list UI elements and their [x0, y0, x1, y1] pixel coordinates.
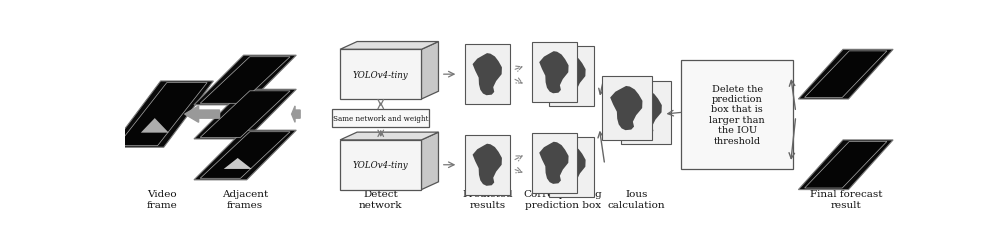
Polygon shape: [805, 142, 887, 188]
FancyBboxPatch shape: [532, 133, 577, 193]
Text: Adjacent
frames: Adjacent frames: [222, 190, 268, 209]
Polygon shape: [111, 82, 213, 148]
FancyBboxPatch shape: [340, 50, 421, 100]
Text: Predicted
results: Predicted results: [462, 190, 513, 209]
Polygon shape: [610, 87, 642, 131]
Polygon shape: [200, 132, 290, 179]
Text: Same network and weight: Same network and weight: [333, 115, 428, 122]
Text: Video
frame: Video frame: [147, 190, 178, 209]
FancyArrow shape: [185, 107, 220, 123]
Polygon shape: [805, 52, 887, 98]
Polygon shape: [194, 56, 296, 105]
Polygon shape: [556, 56, 586, 98]
Text: Detect
network: Detect network: [359, 190, 402, 209]
FancyBboxPatch shape: [340, 140, 421, 190]
FancyBboxPatch shape: [549, 137, 594, 197]
Polygon shape: [200, 57, 290, 104]
FancyArrow shape: [292, 107, 300, 123]
Polygon shape: [798, 50, 893, 100]
Text: Ious
calculation: Ious calculation: [608, 190, 665, 209]
FancyBboxPatch shape: [465, 45, 510, 105]
Text: · · ·: · · ·: [233, 129, 243, 145]
Polygon shape: [200, 91, 290, 138]
Polygon shape: [421, 133, 438, 190]
Polygon shape: [556, 146, 586, 188]
Text: Corresponding
prediction box: Corresponding prediction box: [524, 190, 602, 209]
Polygon shape: [473, 144, 502, 186]
Text: YOLOv4-tiny: YOLOv4-tiny: [353, 70, 409, 79]
Polygon shape: [630, 91, 662, 135]
FancyBboxPatch shape: [465, 135, 510, 195]
FancyBboxPatch shape: [621, 81, 671, 144]
Polygon shape: [224, 158, 252, 169]
Polygon shape: [539, 142, 569, 184]
Polygon shape: [340, 133, 438, 140]
FancyBboxPatch shape: [532, 43, 577, 103]
Polygon shape: [340, 42, 438, 50]
FancyBboxPatch shape: [549, 47, 594, 107]
Text: Delete the
prediction
box that is
larger than
the IOU
threshold: Delete the prediction box that is larger…: [709, 84, 765, 145]
Polygon shape: [194, 90, 296, 139]
Polygon shape: [141, 119, 169, 133]
Polygon shape: [539, 52, 569, 94]
Polygon shape: [473, 54, 502, 96]
Polygon shape: [117, 83, 207, 146]
Polygon shape: [798, 140, 893, 190]
Polygon shape: [421, 42, 438, 100]
Text: Final forecast
result: Final forecast result: [810, 190, 882, 209]
Text: YOLOv4-tiny: YOLOv4-tiny: [353, 161, 409, 170]
Polygon shape: [194, 131, 296, 180]
FancyBboxPatch shape: [602, 77, 652, 140]
FancyBboxPatch shape: [332, 110, 429, 127]
FancyBboxPatch shape: [681, 60, 793, 169]
